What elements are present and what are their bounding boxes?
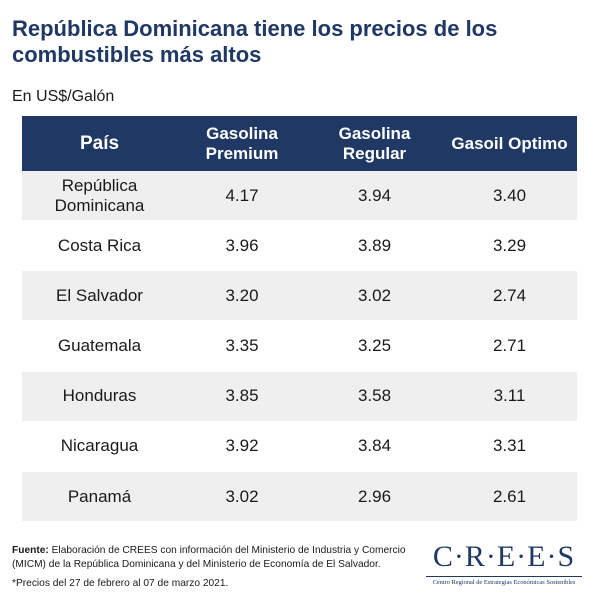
- date-note: *Precios del 27 de febrero al 07 de marz…: [12, 578, 229, 589]
- logo-tagline: Centro Regional de Estrategias Económica…: [432, 579, 576, 586]
- cell-country: República Dominicana: [54, 175, 145, 215]
- cell-country: Honduras: [62, 386, 137, 406]
- cell-gasolina-premium: 3.92: [225, 436, 259, 456]
- logo-name: C·R·E·E·S: [432, 540, 576, 573]
- cell-gasolina-premium: 3.96: [225, 235, 259, 255]
- cell-gasoil-optimo: 2.61: [492, 486, 527, 506]
- cell-gasoil-optimo: 2.71: [492, 336, 527, 356]
- header-gasolina-regular: Gasolina Regular: [338, 123, 411, 163]
- logo-divider: [426, 576, 582, 577]
- crees-logo: C·R·E·E·S Centro Regional de Estrategias…: [424, 540, 584, 590]
- cell-gasoil-optimo: 3.11: [493, 386, 526, 406]
- cell-gasoil-optimo: 3.31: [492, 436, 527, 456]
- cell-gasolina-premium: 3.85: [225, 386, 259, 406]
- page-title: República Dominicana tiene los precios d…: [12, 16, 498, 67]
- header-gasoil-optimo: Gasoil Optimo: [451, 133, 568, 153]
- cell-country: El Salvador: [56, 285, 143, 305]
- cell-gasolina-premium: 3.02: [225, 486, 259, 506]
- cell-country: Guatemala: [57, 336, 142, 356]
- table-row: Costa Rica 3.96 3.89 3.29: [22, 221, 577, 270]
- cell-gasolina-premium: 3.35: [225, 336, 259, 356]
- cell-gasolina-regular: 3.94: [357, 185, 392, 205]
- table-header: País Gasolina Premium Gasolina Regular G…: [22, 116, 577, 171]
- cell-gasolina-premium: 4.17: [225, 185, 259, 205]
- fuel-price-table: País Gasolina Premium Gasolina Regular G…: [22, 116, 577, 522]
- cell-gasoil-optimo: 3.29: [492, 235, 527, 255]
- cell-gasolina-regular: 3.58: [357, 386, 392, 406]
- table-body: República Dominicana 4.17 3.94 3.40 Costa Ri…: [22, 171, 577, 522]
- header-gasolina-premium: Gasolina Premium: [205, 123, 279, 163]
- table-row: Nicaragua 3.92 3.84 3.31: [22, 422, 577, 471]
- table-row: Honduras 3.85 3.58 3.11: [22, 371, 577, 421]
- table-row: Panamá 3.02 2.96 2.61: [22, 472, 577, 522]
- source-text: Elaboración de CREES con información del…: [12, 545, 406, 570]
- cell-country: Costa Rica: [57, 235, 142, 255]
- cell-gasolina-regular: 3.84: [357, 436, 392, 456]
- cell-gasolina-regular: 3.25: [357, 336, 392, 356]
- source-note: Fuente: Elaboración de CREES con informa…: [12, 544, 412, 572]
- header-country: País: [79, 132, 120, 154]
- cell-country: Panamá: [67, 486, 132, 506]
- units-subtitle: En US$/Galón: [12, 88, 115, 105]
- table-row: El Salvador 3.20 3.02 2.74: [22, 271, 577, 321]
- cell-gasoil-optimo: 3.40: [492, 185, 527, 205]
- cell-gasolina-regular: 2.96: [357, 486, 392, 506]
- cell-gasoil-optimo: 2.74: [492, 285, 527, 305]
- cell-country: Nicaragua: [60, 436, 139, 456]
- table-row: República Dominicana 4.17 3.94 3.40: [22, 171, 577, 220]
- cell-gasolina-regular: 3.89: [357, 235, 392, 255]
- cell-gasolina-regular: 3.02: [357, 285, 392, 305]
- cell-gasolina-premium: 3.20: [225, 285, 259, 305]
- source-label: Fuente:: [12, 545, 49, 556]
- table-row: Guatemala 3.35 3.25 2.71: [22, 322, 577, 371]
